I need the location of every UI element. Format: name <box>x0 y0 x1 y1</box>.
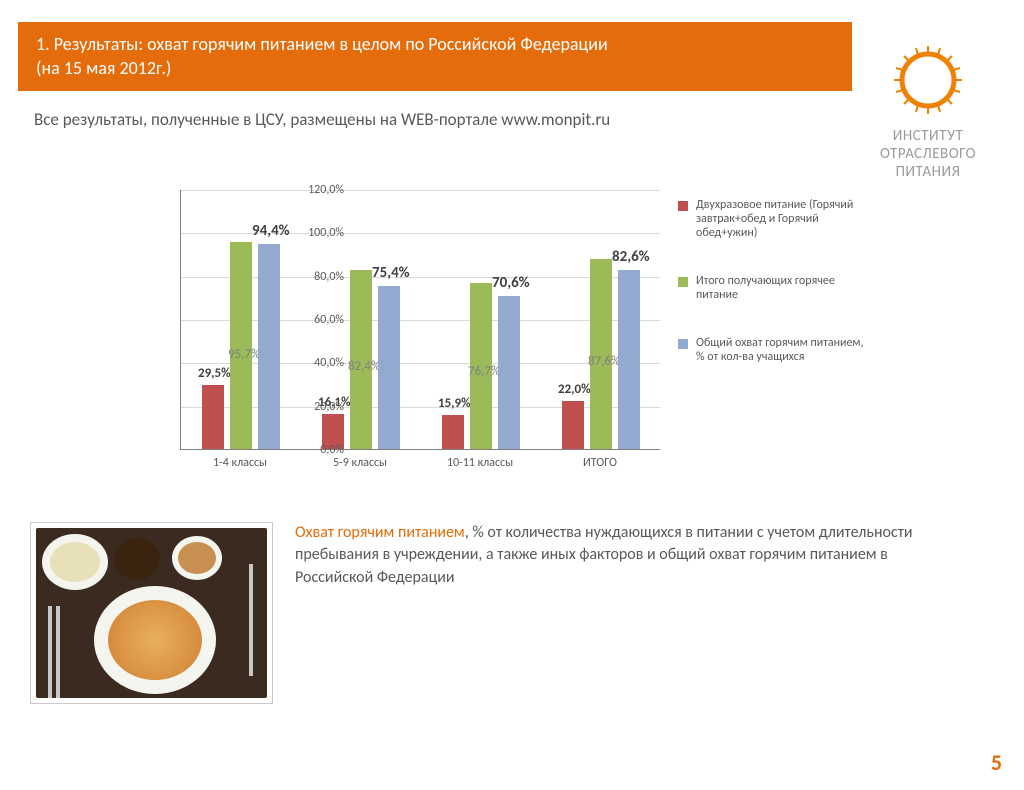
xtick: ИТОГО <box>540 456 660 470</box>
title-line1: 1. Результаты: охват горячим питанием в … <box>36 33 608 55</box>
sun-icon <box>892 44 964 116</box>
bar-label: 95,7% <box>228 347 260 362</box>
food-photo <box>30 522 273 704</box>
legend-swatch <box>678 277 688 287</box>
xtick: 5-9 классы <box>300 456 420 470</box>
bar-label: 76,7% <box>468 364 500 379</box>
chart-caption: Охват горячим питанием, % от количества … <box>295 522 935 704</box>
bar <box>562 401 584 449</box>
legend-item: Общий охват горячим питанием, % от кол-в… <box>678 336 868 364</box>
ytick: 0,0% <box>292 443 344 457</box>
ytick: 120,0% <box>292 183 344 197</box>
bar-label: 22,0% <box>558 382 591 397</box>
legend-item: Итого получающих горячее питание <box>678 274 868 302</box>
bar-label: 75,4% <box>372 264 410 282</box>
legend-label: Двухразовое питание (Горячий завтрак+обе… <box>696 198 868 240</box>
bar-label: 70,6% <box>492 274 530 292</box>
bar <box>230 242 252 449</box>
plot-area: 29,5%95,7%94,4%16,1%82,4%75,4%15,9%76,7%… <box>180 190 660 450</box>
bar-label: 29,5% <box>198 366 231 381</box>
institute-logo: ИНСТИТУТ ОТРАСЛЕВОГО ПИТАНИЯ <box>858 44 998 181</box>
legend-label: Итого получающих горячее питание <box>696 274 868 302</box>
legend-swatch <box>678 339 688 349</box>
bar-label: 82,4% <box>348 359 380 374</box>
bar <box>498 296 520 449</box>
bar-chart: 29,5%95,7%94,4%16,1%82,4%75,4%15,9%76,7%… <box>120 180 830 502</box>
bar-label: 94,4% <box>252 222 290 240</box>
bar <box>202 385 224 449</box>
logo-line2: ОТРАСЛЕВОГО <box>858 145 998 163</box>
bar-label: 15,9% <box>438 396 471 411</box>
xtick: 1-4 классы <box>180 456 300 470</box>
title-line2: (на 15 мая 2012г.) <box>36 57 171 79</box>
bar <box>258 244 280 449</box>
page-number: 5 <box>991 749 1002 776</box>
bar <box>618 270 640 449</box>
ytick: 60,0% <box>292 313 344 327</box>
ytick: 100,0% <box>292 226 344 240</box>
xtick: 10-11 классы <box>420 456 540 470</box>
logo-line3: ПИТАНИЯ <box>858 163 998 181</box>
ytick: 40,0% <box>292 356 344 370</box>
caption-lead: Охват горячим питанием <box>295 523 465 542</box>
legend-item: Двухразовое питание (Горячий завтрак+обе… <box>678 198 868 240</box>
logo-line1: ИНСТИТУТ <box>858 127 998 145</box>
chart-legend: Двухразовое питание (Горячий завтрак+обе… <box>678 198 868 398</box>
bar <box>442 415 464 449</box>
slide-title: 1. Результаты: охват горячим питанием в … <box>18 22 852 91</box>
bar <box>378 286 400 449</box>
legend-swatch <box>678 201 688 211</box>
bar-label: 87,6% <box>588 354 620 369</box>
legend-label: Общий охват горячим питанием, % от кол-в… <box>696 336 868 364</box>
ytick: 20,0% <box>292 400 344 414</box>
ytick: 80,0% <box>292 270 344 284</box>
bar-label: 82,6% <box>612 248 650 266</box>
